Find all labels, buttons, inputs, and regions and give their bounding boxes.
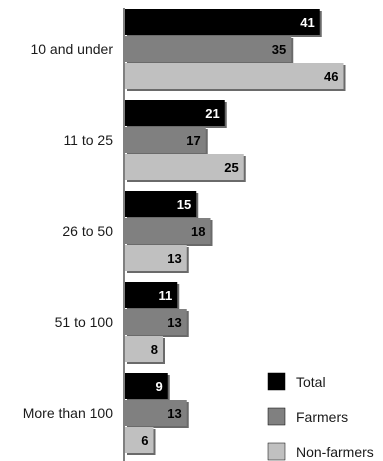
bar	[125, 282, 178, 308]
data-label: 13	[167, 251, 181, 266]
legend-swatch	[267, 442, 286, 461]
legend-label: Farmers	[296, 409, 348, 425]
bar	[125, 245, 187, 271]
category-label: 10 and under	[30, 41, 113, 57]
bar	[125, 309, 187, 335]
data-label: 25	[224, 160, 238, 175]
legend-label: Non-farmers	[296, 444, 374, 460]
data-label: 35	[272, 42, 286, 57]
bar	[125, 400, 187, 426]
bar	[125, 9, 320, 35]
data-label: 15	[177, 197, 191, 212]
legend-swatch	[267, 372, 286, 391]
data-label: 9	[156, 379, 163, 394]
legend-swatch	[267, 407, 286, 426]
legend-label: Total	[296, 374, 326, 390]
bar	[125, 427, 154, 453]
data-label: 17	[186, 133, 200, 148]
legend: Total Farmers Non-farmers	[267, 372, 374, 461]
category-label: More than 100	[23, 405, 113, 421]
bar	[125, 154, 244, 180]
category-label: 26 to 50	[62, 223, 113, 239]
data-label: 8	[151, 342, 158, 357]
bar	[125, 63, 344, 89]
data-label: 6	[141, 433, 148, 448]
data-label: 13	[167, 315, 181, 330]
data-label: 41	[300, 15, 314, 30]
bar	[125, 218, 211, 244]
data-label: 13	[167, 406, 181, 421]
bar	[125, 191, 197, 217]
data-label: 11	[159, 288, 173, 303]
bars-group	[125, 9, 346, 455]
bar	[125, 100, 225, 126]
category-label: 11 to 25	[63, 132, 113, 148]
bar	[125, 127, 206, 153]
bar	[125, 373, 168, 399]
data-label: 21	[205, 106, 219, 121]
data-label: 18	[191, 224, 205, 239]
bar	[125, 336, 163, 362]
bar	[125, 36, 292, 62]
data-label: 46	[324, 69, 338, 84]
category-label: 51 to 100	[55, 314, 114, 330]
